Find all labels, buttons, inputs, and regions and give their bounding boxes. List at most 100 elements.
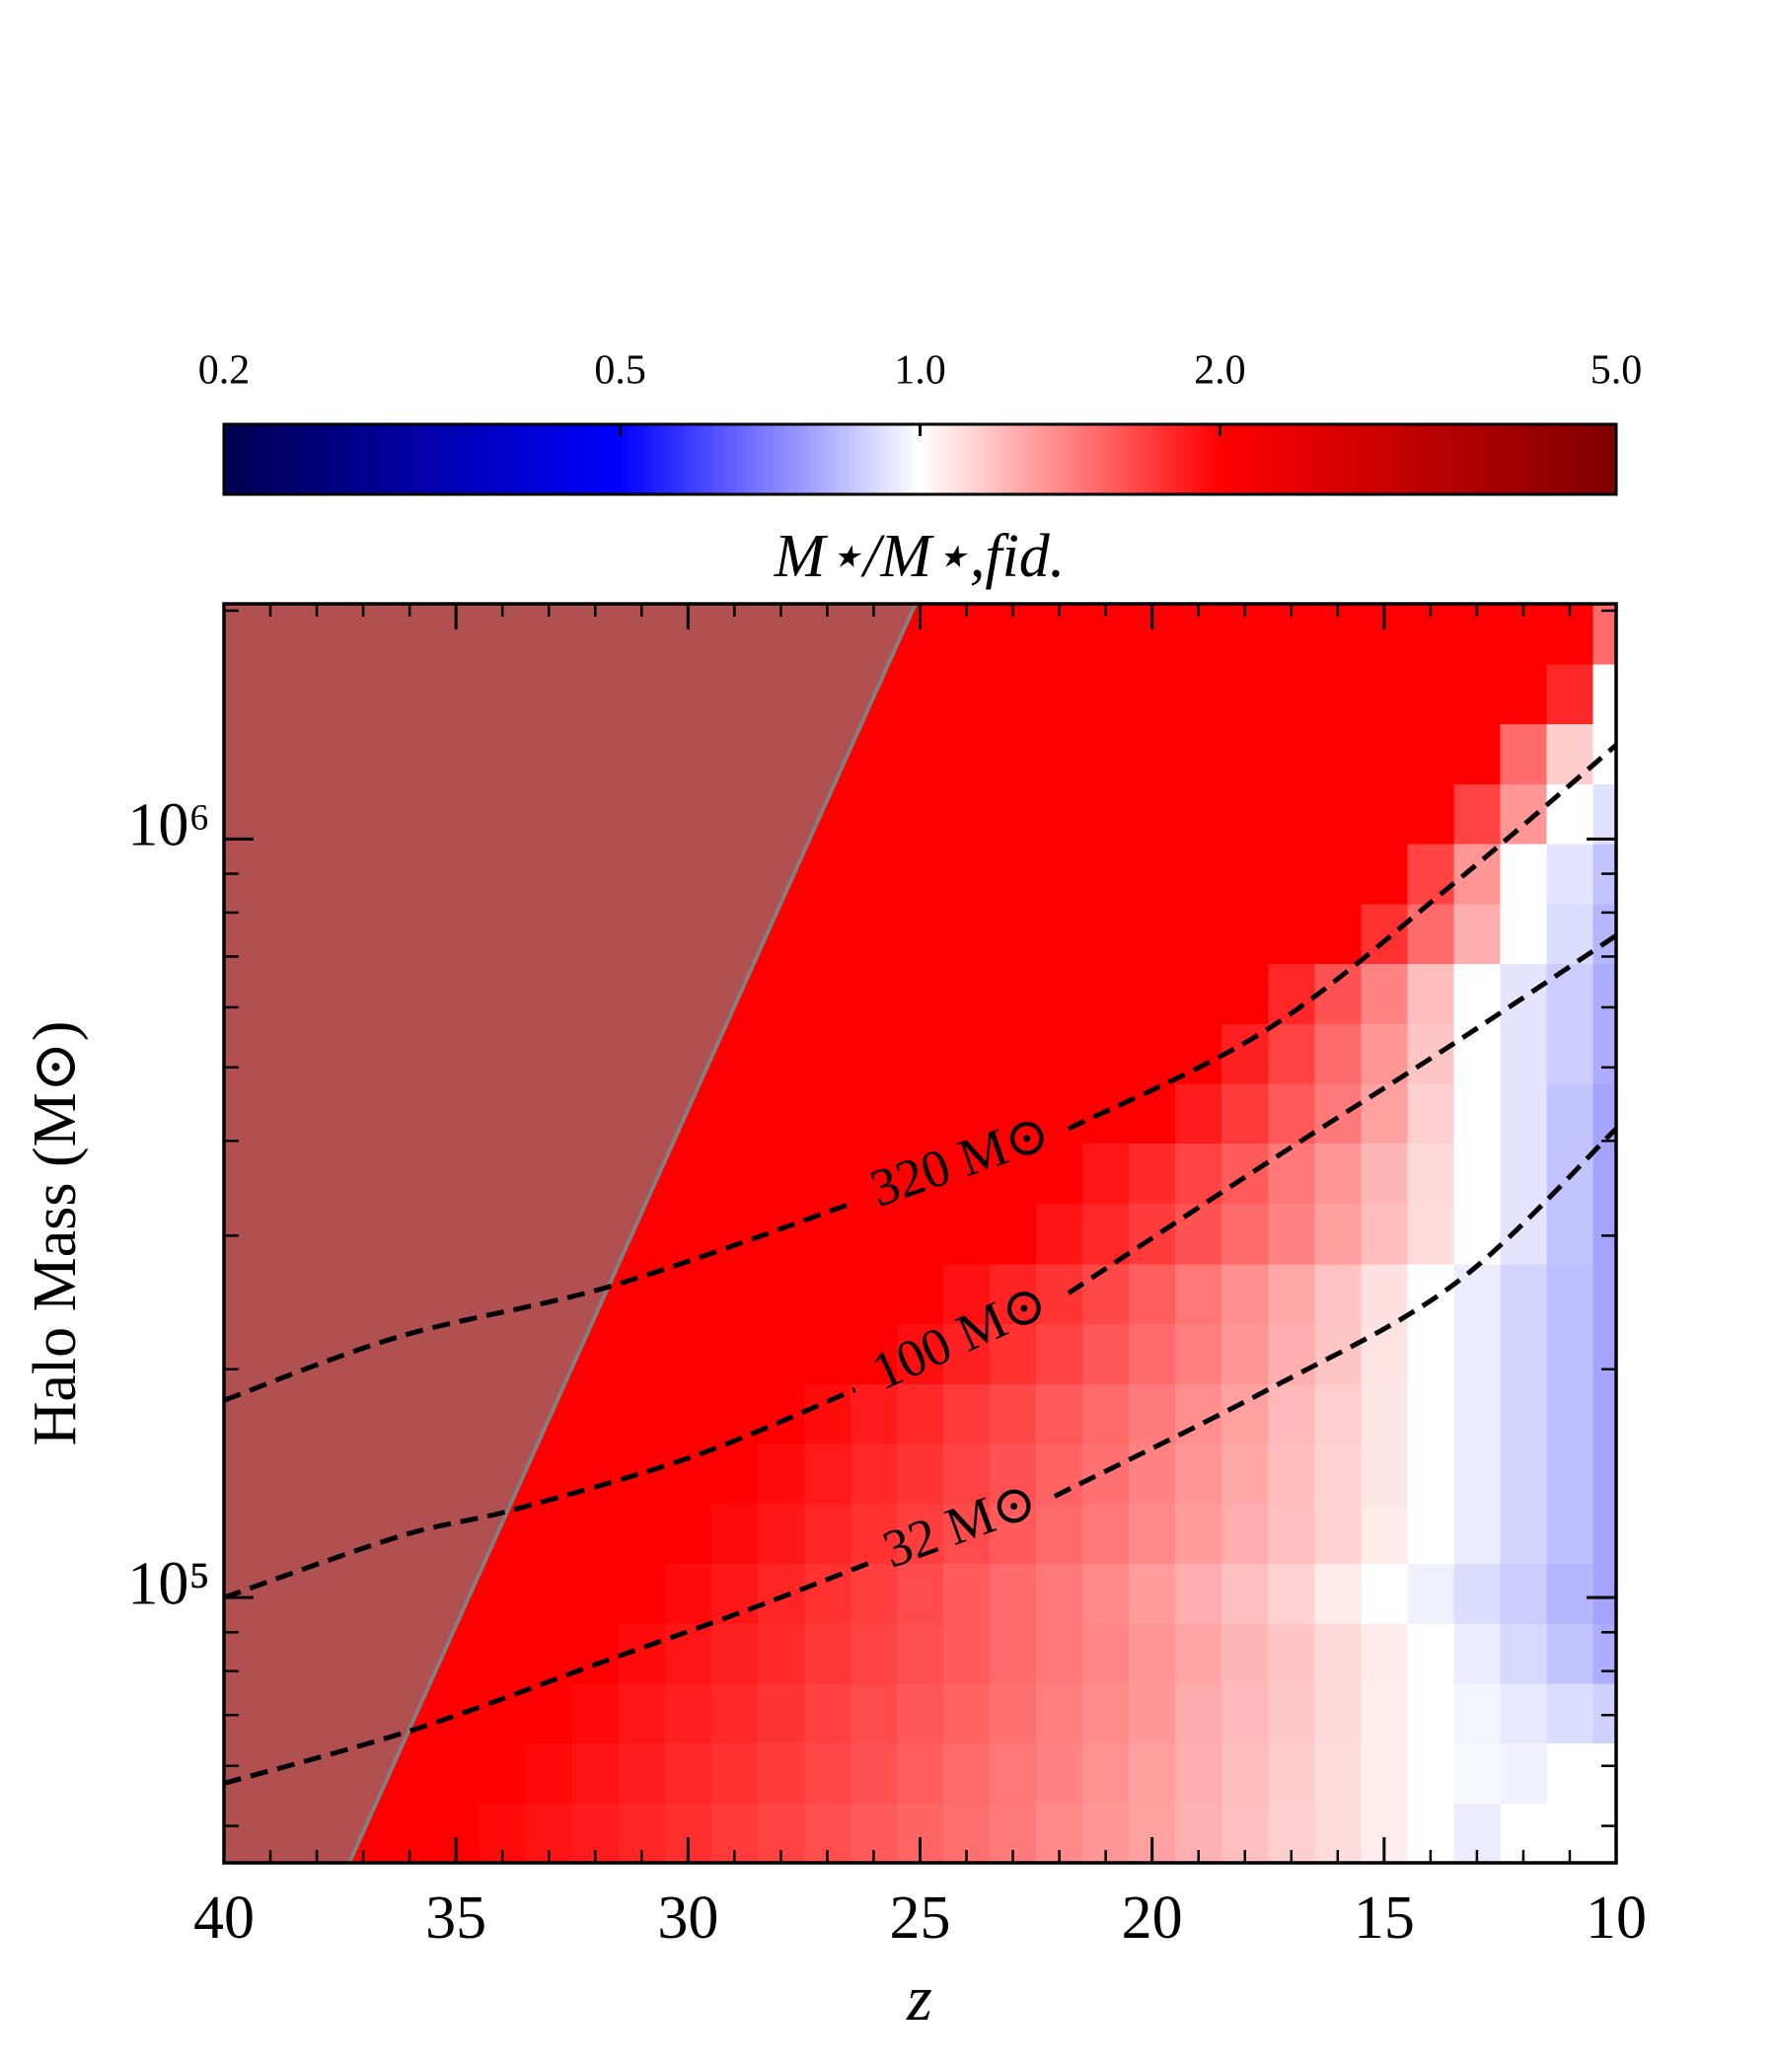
heatmap-cell bbox=[1592, 723, 1617, 784]
heatmap-cell bbox=[1407, 1323, 1454, 1385]
heatmap-cell bbox=[1500, 1143, 1548, 1205]
heatmap-cell bbox=[1407, 1082, 1454, 1145]
heatmap-cell bbox=[850, 1263, 898, 1325]
heatmap-cell bbox=[1546, 1203, 1594, 1265]
heatmap-cell bbox=[1175, 1143, 1222, 1205]
heatmap-cell bbox=[1082, 1443, 1130, 1505]
heatmap-cell bbox=[1500, 1563, 1548, 1624]
heatmap-cell bbox=[1592, 1503, 1617, 1565]
heatmap-cell bbox=[1268, 1143, 1315, 1205]
heatmap-cell bbox=[618, 1682, 666, 1744]
heatmap-cell bbox=[896, 1742, 944, 1804]
heatmap-cell bbox=[990, 1742, 1037, 1804]
heatmap-cell bbox=[710, 1323, 759, 1385]
heatmap-cell bbox=[1592, 1563, 1617, 1624]
heatmap-cell bbox=[850, 843, 898, 905]
heatmap-cell bbox=[1268, 783, 1315, 845]
heatmap-cell bbox=[943, 843, 991, 905]
heatmap-cell bbox=[664, 1383, 712, 1444]
heatmap-cell bbox=[1500, 1082, 1548, 1145]
heatmap-cell bbox=[1407, 1383, 1454, 1444]
heatmap-cell bbox=[1314, 1682, 1362, 1744]
x-tick-label: 30 bbox=[657, 1885, 718, 1952]
heatmap-cell bbox=[1500, 1023, 1548, 1084]
heatmap-cell bbox=[618, 1742, 666, 1804]
heatmap-cell bbox=[757, 1383, 805, 1444]
heatmap-cell bbox=[1129, 1443, 1176, 1505]
heatmap-cell bbox=[1500, 1682, 1548, 1744]
heatmap-cell bbox=[1036, 663, 1083, 725]
heatmap-cell bbox=[850, 1023, 898, 1084]
heatmap-cell bbox=[571, 1623, 620, 1684]
heatmap-cell bbox=[1129, 1323, 1176, 1385]
heatmap-cell bbox=[1407, 723, 1454, 784]
heatmap-cell bbox=[1453, 663, 1502, 725]
heatmap-cell bbox=[1546, 1503, 1594, 1565]
heatmap-cell bbox=[710, 1143, 759, 1205]
heatmap-cell bbox=[1453, 1742, 1502, 1804]
heatmap-cell bbox=[803, 963, 851, 1024]
heatmap-cell bbox=[1592, 963, 1617, 1024]
heatmap-cell bbox=[1546, 1323, 1594, 1385]
heatmap-cell bbox=[1082, 1203, 1130, 1265]
heatmap-cell bbox=[664, 1742, 712, 1804]
heatmap-cell bbox=[990, 663, 1037, 725]
heatmap-cell bbox=[525, 1742, 573, 1804]
heatmap-cell bbox=[1592, 604, 1617, 665]
heatmap-cell bbox=[803, 1383, 851, 1444]
heatmap-cell bbox=[1361, 723, 1408, 784]
heatmap-cell bbox=[1175, 1323, 1222, 1385]
heatmap-cell bbox=[1453, 1323, 1502, 1385]
heatmap-cell bbox=[1592, 1203, 1617, 1265]
heatmap-cell bbox=[1036, 903, 1083, 965]
heatmap-cell bbox=[1453, 1082, 1502, 1145]
heatmap-cell bbox=[943, 963, 991, 1024]
heatmap-cell bbox=[1129, 1742, 1176, 1804]
heatmap-cell bbox=[710, 1623, 759, 1684]
heatmap-cell bbox=[896, 843, 944, 905]
heatmap-cell bbox=[1546, 843, 1594, 905]
heatmap-cell bbox=[803, 1023, 851, 1084]
heatmap-cell bbox=[1082, 1383, 1130, 1444]
heatmap-cell bbox=[896, 1143, 944, 1205]
heatmap-cell bbox=[1314, 723, 1362, 784]
heatmap-cell bbox=[1036, 1023, 1083, 1084]
heatmap-cell bbox=[1175, 1082, 1222, 1145]
heatmap-cell bbox=[1175, 1443, 1222, 1505]
heatmap-cell bbox=[1082, 903, 1130, 965]
heatmap-cell bbox=[618, 1563, 666, 1624]
heatmap-cell bbox=[1361, 783, 1408, 845]
heatmap-cell bbox=[850, 903, 898, 965]
heatmap-cell bbox=[1129, 663, 1176, 725]
heatmap-cell bbox=[990, 1623, 1037, 1684]
heatmap-cell bbox=[850, 1443, 898, 1505]
heatmap-cell bbox=[1500, 1503, 1548, 1565]
heatmap-cell bbox=[1036, 783, 1083, 845]
heatmap-cell bbox=[803, 1623, 851, 1684]
heatmap-cell bbox=[1221, 1503, 1269, 1565]
heatmap-cell bbox=[1407, 843, 1454, 905]
heatmap-cell bbox=[1546, 783, 1594, 845]
heatmap-cell bbox=[1361, 1263, 1408, 1325]
heatmap-cell bbox=[896, 1082, 944, 1145]
heatmap-cell bbox=[803, 1742, 851, 1804]
x-tick-label: 10 bbox=[1586, 1885, 1647, 1952]
heatmap-cell bbox=[1036, 1323, 1083, 1385]
heatmap-cell bbox=[1453, 963, 1502, 1024]
heatmap-cell bbox=[1592, 1143, 1617, 1205]
heatmap-cell bbox=[1221, 903, 1269, 965]
heatmap-cell bbox=[1036, 1623, 1083, 1684]
contour-line bbox=[223, 1387, 856, 1600]
heatmap-cell bbox=[896, 1323, 944, 1385]
heatmap-cell bbox=[803, 1323, 851, 1385]
shaded-region-edge bbox=[347, 603, 918, 1864]
heatmap-cell bbox=[1592, 1682, 1617, 1744]
heatmap-cell bbox=[1453, 1563, 1502, 1624]
heatmap-cell bbox=[757, 1023, 805, 1084]
heatmap-cell bbox=[1407, 1742, 1454, 1804]
heatmap-cell bbox=[1129, 1263, 1176, 1325]
heatmap-cell bbox=[757, 1682, 805, 1744]
x-tick-label: 25 bbox=[890, 1885, 951, 1952]
heatmap-cell bbox=[803, 1082, 851, 1145]
heatmap-cell bbox=[1221, 963, 1269, 1024]
